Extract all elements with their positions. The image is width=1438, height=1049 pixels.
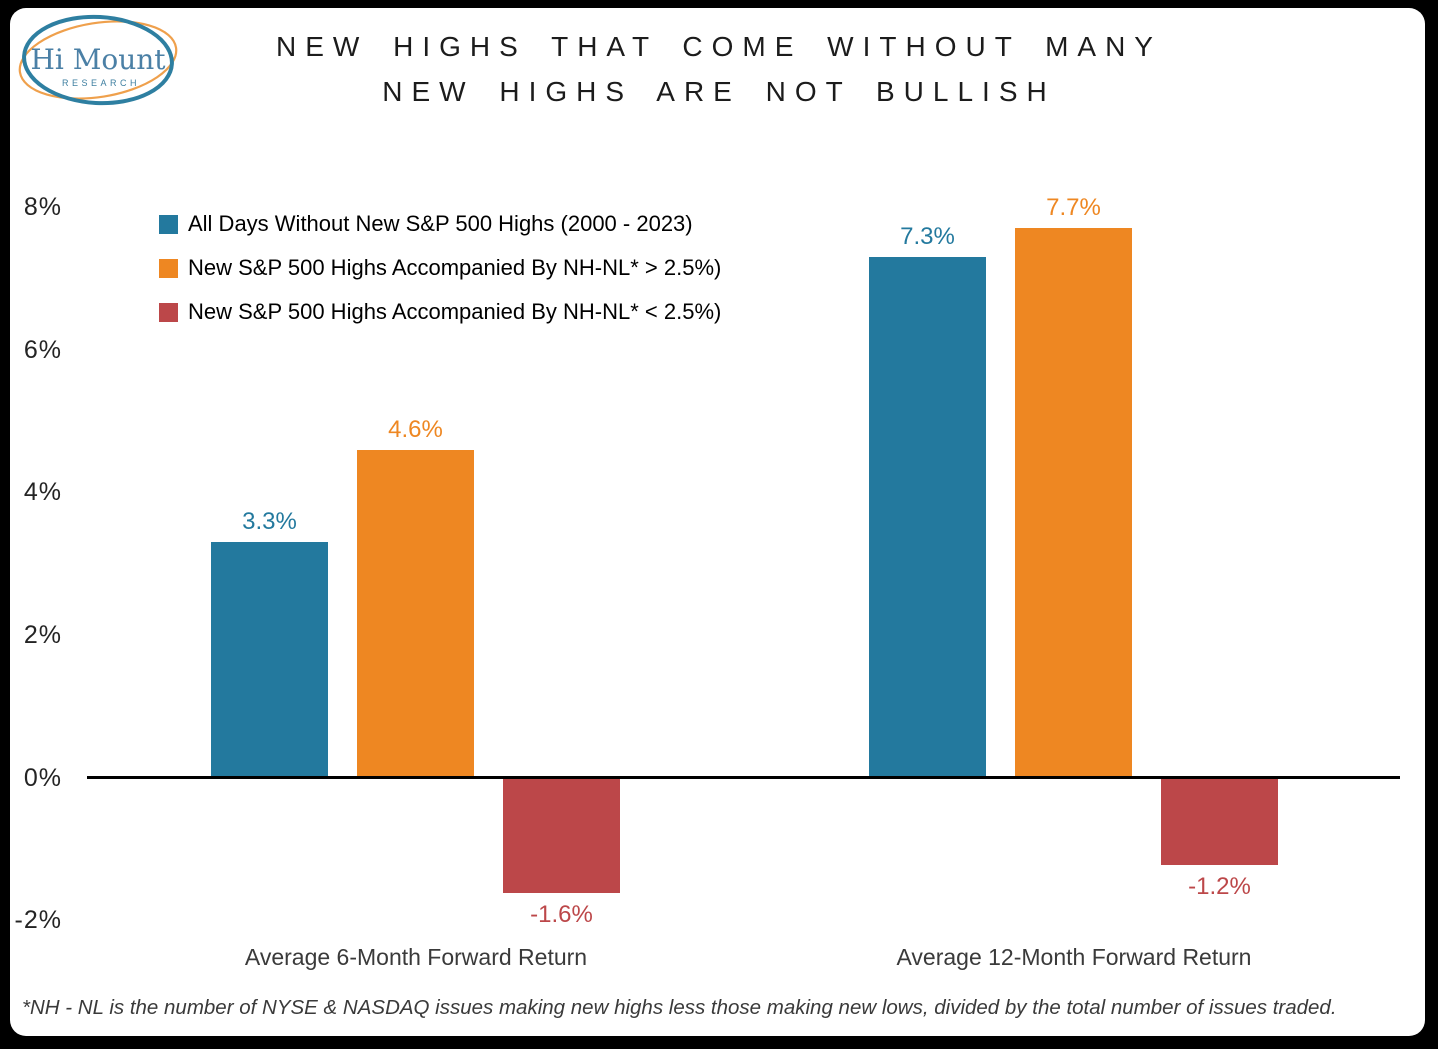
legend-swatch-red: [159, 302, 178, 322]
bar: [503, 779, 620, 894]
himount-logo: Hi Mount RESEARCH: [18, 14, 178, 106]
chart-title-line1: NEW HIGHS THAT COME WITHOUT MANY: [276, 31, 1162, 62]
bar: [357, 449, 474, 778]
bar-value-label: -1.6%: [530, 901, 593, 929]
bar-value-label: -1.2%: [1188, 872, 1251, 900]
bar-value-label: 4.6%: [388, 415, 443, 443]
bar-value-label: 7.7%: [1046, 194, 1101, 222]
bar-value-label: 7.3%: [900, 223, 955, 250]
category-label-12-month: Average 12-Month Forward Return: [896, 944, 1252, 970]
logo-teal-ring: [22, 14, 174, 106]
category-label-6-month: Average 6-Month Forward Return: [244, 944, 588, 970]
logo-name-text: Hi Mount: [30, 43, 166, 76]
legend-label: All Days Without New S&P 500 Highs (2000…: [188, 211, 693, 236]
x-axis-zero-line: [87, 776, 1400, 779]
chart-title-line2: NEW HIGHS ARE NOT BULLISH: [382, 76, 1056, 107]
logo-orange-ring: [18, 20, 178, 100]
y-axis-tick-label: 6%: [23, 335, 62, 364]
bar: [211, 542, 328, 778]
logo-subname-text: RESEARCH: [62, 78, 140, 88]
legend-swatch-orange: [159, 258, 178, 278]
bar-value-label: 3.3%: [242, 508, 297, 536]
bar: [869, 257, 986, 778]
bar: [1161, 779, 1278, 865]
legend-item-all-days: All Days Without New S&P 500 Highs (2000…: [159, 202, 721, 246]
legend-item-nhnl-below: New S&P 500 Highs Accompanied By NH-NL* …: [159, 290, 721, 334]
chart-title: NEW HIGHS THAT COME WITHOUT MANY NEW HIG…: [180, 24, 1258, 114]
legend-label: New S&P 500 Highs Accompanied By NH-NL* …: [188, 299, 722, 324]
legend-swatch-teal: [159, 214, 178, 234]
footnote: *NH - NL is the number of NYSE & NASDAQ …: [22, 996, 1337, 1019]
y-axis-tick-label: 8%: [23, 193, 62, 222]
bar: [1015, 228, 1132, 778]
y-axis-tick-label: 4%: [23, 478, 62, 507]
legend-item-nhnl-above: New S&P 500 Highs Accompanied By NH-NL* …: [159, 246, 721, 290]
y-axis-tick-label: -2%: [14, 906, 62, 935]
legend-label: New S&P 500 Highs Accompanied By NH-NL* …: [188, 255, 722, 280]
y-axis-tick-label: 2%: [23, 620, 62, 649]
legend: All Days Without New S&P 500 Highs (2000…: [159, 202, 721, 334]
y-axis-tick-label: 0%: [23, 763, 62, 792]
chart-canvas: [10, 8, 1425, 1036]
